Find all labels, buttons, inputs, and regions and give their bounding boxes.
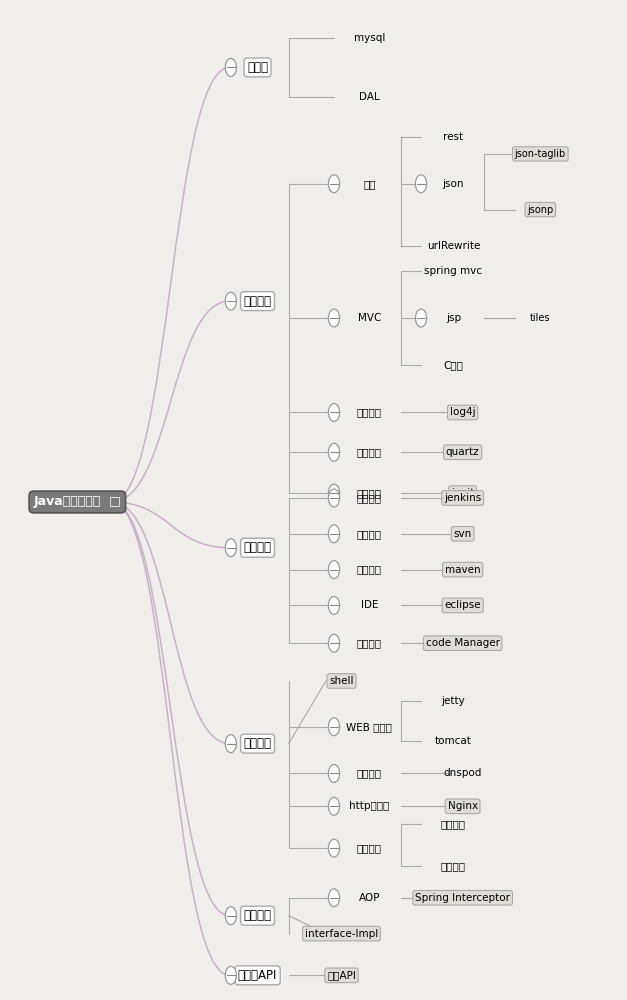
Text: Spring Interceptor: Spring Interceptor bbox=[415, 893, 510, 903]
Text: maven: maven bbox=[445, 565, 480, 575]
Text: 日志文件: 日志文件 bbox=[441, 861, 466, 871]
Text: 单元测试: 单元测试 bbox=[357, 488, 382, 498]
Text: jsp: jsp bbox=[446, 313, 461, 323]
Circle shape bbox=[225, 539, 236, 557]
Text: 项目管理: 项目管理 bbox=[243, 541, 271, 554]
Text: http服务器: http服务器 bbox=[349, 801, 389, 811]
Circle shape bbox=[329, 839, 340, 857]
Text: MVC: MVC bbox=[358, 313, 381, 323]
Text: Java初级工程师  □: Java初级工程师 □ bbox=[33, 495, 121, 508]
Text: 依赖管理: 依赖管理 bbox=[357, 565, 382, 575]
Circle shape bbox=[225, 58, 236, 76]
Text: eclipse: eclipse bbox=[445, 600, 481, 610]
Text: dnspod: dnspod bbox=[443, 768, 482, 778]
Text: AOP: AOP bbox=[359, 893, 380, 903]
Circle shape bbox=[329, 484, 340, 502]
Text: jenkins: jenkins bbox=[444, 493, 482, 503]
Text: C标签: C标签 bbox=[443, 360, 463, 370]
Text: jetty: jetty bbox=[441, 696, 465, 706]
Text: WEB 服务器: WEB 服务器 bbox=[347, 722, 393, 732]
Text: 数据库: 数据库 bbox=[247, 61, 268, 74]
Text: 项目部署: 项目部署 bbox=[243, 737, 271, 750]
Text: tomcat: tomcat bbox=[435, 736, 472, 746]
Circle shape bbox=[225, 292, 236, 310]
Circle shape bbox=[225, 966, 236, 984]
Text: junit: junit bbox=[451, 488, 475, 498]
Circle shape bbox=[225, 735, 236, 753]
Text: 日志管理: 日志管理 bbox=[357, 407, 382, 417]
Text: Nginx: Nginx bbox=[448, 801, 478, 811]
Circle shape bbox=[329, 596, 340, 614]
Text: svn: svn bbox=[453, 529, 472, 539]
Circle shape bbox=[329, 889, 340, 907]
Text: 源码管理: 源码管理 bbox=[357, 529, 382, 539]
Circle shape bbox=[329, 765, 340, 782]
Circle shape bbox=[416, 175, 426, 193]
Text: DAL: DAL bbox=[359, 92, 380, 102]
Circle shape bbox=[329, 561, 340, 579]
Text: 通讯: 通讯 bbox=[363, 179, 376, 189]
Text: 第三方API: 第三方API bbox=[238, 969, 277, 982]
Circle shape bbox=[329, 797, 340, 815]
Circle shape bbox=[329, 634, 340, 652]
Text: 目录规范: 目录规范 bbox=[357, 843, 382, 853]
Text: code Manager: code Manager bbox=[426, 638, 500, 648]
Text: urlRewrite: urlRewrite bbox=[426, 241, 480, 251]
Circle shape bbox=[329, 404, 340, 421]
Text: spring mvc: spring mvc bbox=[424, 266, 482, 276]
Text: 代码生成: 代码生成 bbox=[357, 638, 382, 648]
Text: 开发模式: 开发模式 bbox=[243, 909, 271, 922]
Text: interface-Impl: interface-Impl bbox=[305, 929, 378, 939]
Circle shape bbox=[329, 309, 340, 327]
Circle shape bbox=[329, 525, 340, 543]
Text: log4j: log4j bbox=[450, 407, 475, 417]
Circle shape bbox=[416, 309, 426, 327]
Text: 系统集成: 系统集成 bbox=[357, 493, 382, 503]
Text: quartz: quartz bbox=[446, 447, 480, 457]
Circle shape bbox=[225, 907, 236, 925]
Text: shell: shell bbox=[329, 676, 354, 686]
Text: IDE: IDE bbox=[361, 600, 378, 610]
Text: json-taglib: json-taglib bbox=[515, 149, 566, 159]
Text: 部署脚本: 部署脚本 bbox=[441, 819, 466, 829]
Text: jsonp: jsonp bbox=[527, 205, 554, 215]
Text: 域名管理: 域名管理 bbox=[357, 768, 382, 778]
Circle shape bbox=[329, 718, 340, 736]
Text: json: json bbox=[443, 179, 464, 189]
Text: 技术框架: 技术框架 bbox=[243, 295, 271, 308]
Text: rest: rest bbox=[443, 132, 463, 142]
Text: 微信API: 微信API bbox=[327, 970, 356, 980]
Circle shape bbox=[329, 489, 340, 507]
Circle shape bbox=[329, 443, 340, 461]
Text: mysql: mysql bbox=[354, 33, 385, 43]
Text: tiles: tiles bbox=[530, 313, 551, 323]
Circle shape bbox=[329, 175, 340, 193]
Text: 定时任务: 定时任务 bbox=[357, 447, 382, 457]
